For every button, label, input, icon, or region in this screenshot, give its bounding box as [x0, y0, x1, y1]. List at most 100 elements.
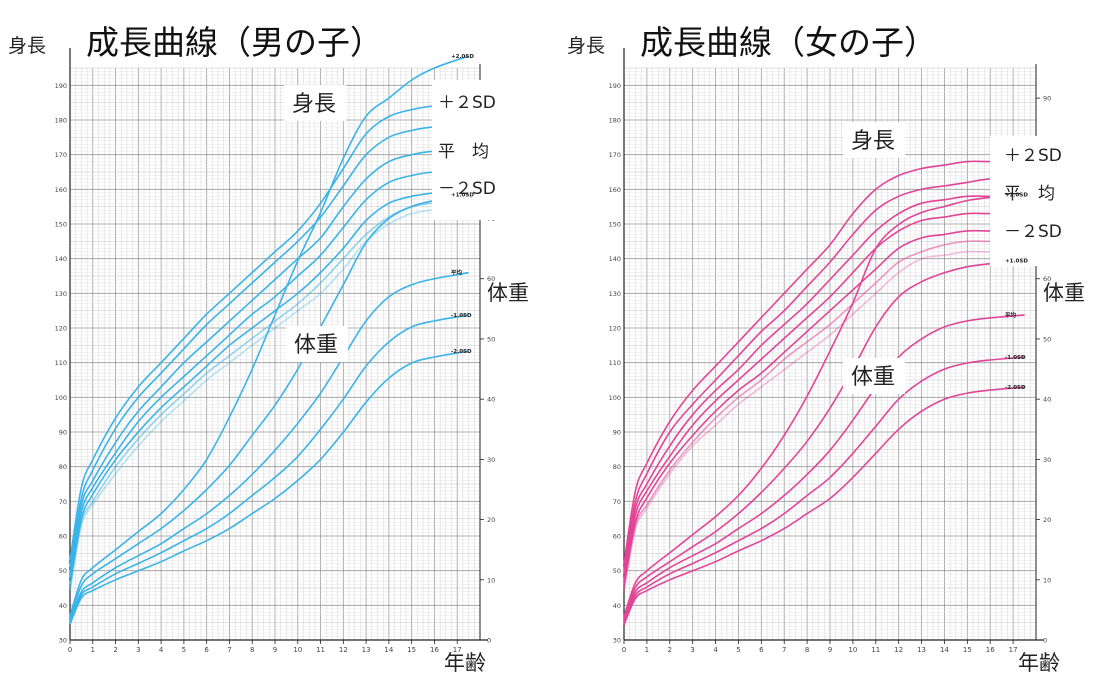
height-tick-label: 40: [59, 602, 67, 610]
weight-sd-label: -2.0SD: [451, 349, 472, 355]
x-tick-label: 0: [622, 646, 626, 654]
weight-sd-label: +2.0SD: [451, 54, 474, 60]
height-tick-label: 80: [613, 463, 621, 471]
weight-sd-label: +1.0SD: [451, 192, 474, 198]
weight-curve: [69, 55, 469, 617]
x-tick-label: 12: [339, 646, 348, 654]
height-curve: [69, 209, 469, 592]
weight-curve: [69, 350, 469, 625]
x-tick-label: 8: [250, 646, 254, 654]
height-tick-label: 180: [55, 117, 67, 125]
x-tick-label: 13: [362, 646, 371, 654]
weight-tick-label: 30: [487, 456, 495, 464]
height-curves: [69, 105, 469, 592]
height-tick-label: 50: [613, 567, 621, 575]
x-tick-label: 1: [91, 646, 95, 654]
height-tick-label: 130: [609, 290, 621, 298]
weight-sd-label: -1.0SD: [451, 313, 472, 319]
weight-curve: [69, 314, 469, 623]
height-label-bg: [843, 122, 905, 158]
height-tick-label: 150: [609, 221, 621, 229]
x-tick-label: 14: [940, 646, 949, 654]
height-label-bg: [284, 85, 346, 121]
title-bg: [80, 14, 420, 64]
weight-curves: [69, 55, 469, 625]
height-tick-label: 70: [59, 498, 67, 506]
height-curve: [69, 202, 469, 589]
height-curve: [623, 247, 1025, 592]
chart-title: 成長曲線（男の子）: [86, 23, 383, 62]
x-tick-label: 6: [204, 646, 209, 654]
x-tick-label: 3: [136, 646, 140, 654]
height-sd-label: －２SD: [1004, 222, 1062, 242]
chart-title: 成長曲線（女の子）: [640, 23, 937, 62]
x-tick-label: 1: [645, 646, 649, 654]
height-tick-label: 140: [55, 255, 67, 263]
weight-label-bg: [286, 326, 348, 362]
height-tick-label: 30: [59, 637, 67, 645]
height-tick-label: 190: [609, 82, 621, 90]
x-tick-label: 10: [293, 646, 302, 654]
height-tick-label: 30: [613, 637, 621, 645]
weight-tick-label: 20: [487, 516, 495, 524]
height-tick-label: 170: [55, 151, 67, 159]
weight-tick-label: 90: [1043, 95, 1051, 103]
x-tick-label: 5: [182, 646, 186, 654]
height-tick-label: 80: [59, 463, 67, 471]
height-tick-label: 190: [55, 82, 67, 90]
weight-curve: [69, 193, 469, 619]
height-tick-label: 70: [613, 498, 621, 506]
height-tick-label: 120: [55, 325, 67, 333]
height-sd-label-box: [432, 80, 532, 220]
x-tick-label: 13: [917, 646, 926, 654]
height-curve: [69, 188, 469, 585]
x-tick-label: 14: [384, 646, 393, 654]
weight-tick-label: 60: [1043, 275, 1051, 283]
x-tick-label: 6: [759, 646, 764, 654]
height-tick-label: 60: [59, 533, 67, 541]
height-sd-label: 平 均: [1004, 184, 1055, 204]
weight-curve: [623, 314, 1025, 622]
x-tick-label: 17: [453, 646, 462, 654]
height-sd-label: －２SD: [438, 179, 496, 199]
height-curve: [69, 170, 469, 578]
weight-curve: [623, 259, 1025, 620]
height-curve: [623, 212, 1025, 582]
weight-sd-label: 平均: [1005, 311, 1017, 319]
x-tick-label: 5: [736, 646, 740, 654]
weight-tick-label: 20: [1043, 516, 1051, 524]
height-tick-label: 140: [609, 255, 621, 263]
height-tick-label: 60: [613, 533, 621, 541]
x-tick-label: 7: [227, 646, 231, 654]
height-sd-label: ＋２SD: [1004, 146, 1062, 166]
height-tick-label: 110: [55, 359, 67, 367]
height-axis-title: 身長: [8, 35, 46, 57]
grid: [623, 67, 1037, 641]
boys-growth-chart: 4050607080901001101201301401501601701801…: [8, 14, 532, 675]
height-curve: [69, 150, 469, 575]
x-tick-label: 2: [113, 646, 117, 654]
weight-curve-label: 体重: [851, 365, 895, 390]
weight-curve: [69, 271, 469, 621]
weight-sd-label: -2.0SD: [1005, 385, 1026, 391]
height-tick-label: 90: [613, 429, 621, 437]
weight-sd-label: +2.0SD: [1005, 192, 1028, 198]
height-sd-label-box: [990, 136, 1094, 266]
x-tick-label: 0: [68, 646, 72, 654]
weight-sd-label: +1.0SD: [1005, 259, 1028, 265]
height-tick-label: 180: [609, 117, 621, 125]
weight-tick-label: 10: [487, 576, 495, 584]
height-tick-label: 160: [55, 186, 67, 194]
weight-tick-label: 50: [1043, 335, 1051, 343]
weight-tick-label: 40: [487, 396, 495, 404]
weight-curve-label: 体重: [294, 333, 338, 358]
height-curve: [623, 229, 1025, 585]
weight-tick-label: 40: [1043, 396, 1051, 404]
height-curve: [69, 105, 469, 561]
x-tick-label: 7: [782, 646, 786, 654]
weight-curve: [623, 193, 1025, 617]
weight-tick-label: 0: [487, 637, 491, 645]
age-axis-title: 年齢: [1018, 651, 1060, 675]
height-tick-label: 130: [55, 290, 67, 298]
weight-tick-label: 60: [487, 275, 495, 283]
